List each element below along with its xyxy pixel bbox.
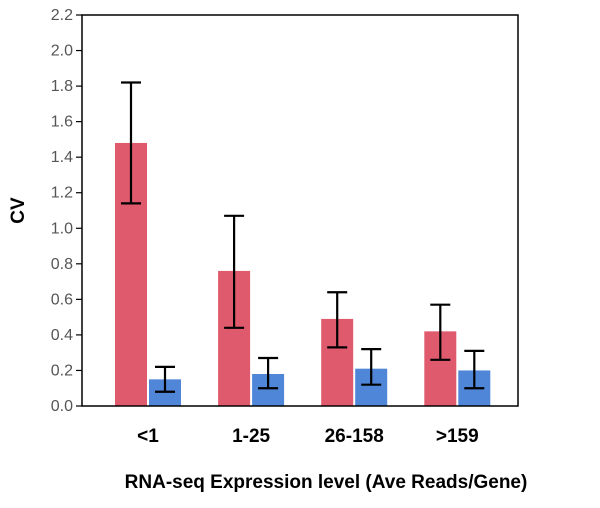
y-tick-label: 0.0 — [51, 398, 73, 415]
y-tick-label: 1.0 — [51, 220, 73, 237]
plot-frame — [81, 14, 519, 407]
x-tick-label: >159 — [436, 426, 479, 447]
x-axis: <1 1-25 26-158 >159 — [137, 426, 479, 447]
plot-marks — [115, 81, 491, 407]
y-tick-label: 0.8 — [51, 256, 73, 273]
y-tick-label: 1.4 — [51, 149, 73, 166]
y-tick-label: 1.6 — [51, 114, 73, 131]
y-tick-label: 2.0 — [51, 43, 73, 60]
x-tick-label: 26-158 — [325, 426, 384, 447]
y-tick-label: 1.8 — [51, 78, 73, 95]
y-tick-label: 2.2 — [51, 7, 73, 24]
y-tick-label: 0.2 — [51, 362, 73, 379]
y-axis: 0.0 0.2 0.4 0.6 0.8 1.0 1.2 1.4 1.6 1.8 2.0 2.2 — [51, 7, 82, 415]
y-axis-title: CV — [8, 197, 29, 224]
y-tick-label: 0.6 — [51, 291, 73, 308]
y-tick-label: 1.2 — [51, 185, 73, 202]
y-tick-label: 0.4 — [51, 327, 73, 344]
x-tick-label: <1 — [137, 426, 159, 447]
x-axis-title: RNA-seq Expression level (Ave Reads/Gene… — [125, 472, 528, 493]
x-tick-label: 1-25 — [232, 426, 270, 447]
